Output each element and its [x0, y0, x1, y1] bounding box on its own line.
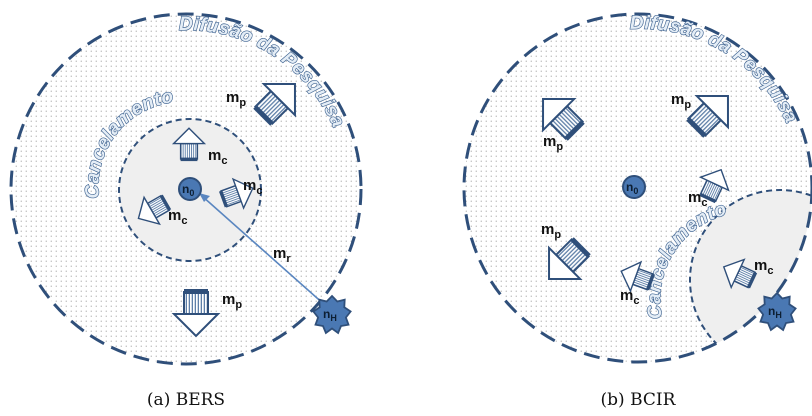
star-burst-icon — [757, 291, 797, 332]
message-arrow-c-a3 — [137, 194, 172, 226]
svg-text:nH: nH — [768, 304, 782, 320]
message-arrow-c-a2 — [218, 177, 254, 210]
reply-arrowhead-icon — [199, 193, 210, 202]
caption-b: (b) BCIR — [601, 390, 677, 410]
star-burst-icon — [312, 294, 352, 335]
origin-node-a: n0 — [178, 177, 202, 201]
circle-node-icon — [622, 175, 646, 199]
label-mc-b1: mc — [688, 189, 707, 209]
message-arrow-p-a1 — [253, 83, 296, 126]
label-mc-a2: mc — [243, 177, 262, 197]
target-node-a: nH — [312, 294, 352, 335]
panel-a: Difusão da Pesquisa Cancelamento — [9, 12, 363, 410]
label-mr-a: mr — [273, 245, 291, 265]
message-arrow-c-b1 — [698, 168, 730, 204]
label-mc-a1: mc — [208, 147, 227, 167]
label-mp-a1: mp — [226, 89, 246, 109]
message-arrow-p-b1 — [542, 98, 585, 141]
message-arrow-p-b2 — [686, 95, 729, 138]
outer-ring-b — [462, 12, 812, 364]
label-mc-b3: mc — [754, 257, 773, 277]
label-mc-a3: mc — [168, 207, 187, 227]
reply-line — [201, 195, 327, 307]
label-mp-b2: mp — [671, 91, 691, 111]
caption-a: (a) BERS — [147, 390, 225, 410]
message-arrow-p-a2 — [171, 289, 221, 338]
cancel-zone-border — [689, 189, 812, 362]
label-mc-b2: mc — [620, 287, 639, 307]
circle-node-icon — [178, 177, 202, 201]
svg-text:n0: n0 — [182, 182, 194, 198]
target-node-b: nH — [757, 291, 797, 332]
panel-b: Difusão da Pesquisa Cancelamento — [462, 12, 812, 410]
cancel-zone — [690, 190, 812, 362]
origin-node-b: n0 — [622, 175, 646, 199]
message-arrow-c-b3 — [722, 258, 758, 290]
message-arrow-c-b2 — [620, 260, 656, 293]
label-mp-b1: mp — [543, 133, 563, 153]
svg-text:nH: nH — [323, 307, 337, 323]
label-mp-a2: mp — [222, 291, 242, 311]
svg-text:n0: n0 — [626, 180, 638, 196]
message-arrow-p-b3 — [548, 237, 591, 280]
message-arrow-c-a1 — [171, 127, 207, 162]
label-mp-b3: mp — [541, 221, 561, 241]
